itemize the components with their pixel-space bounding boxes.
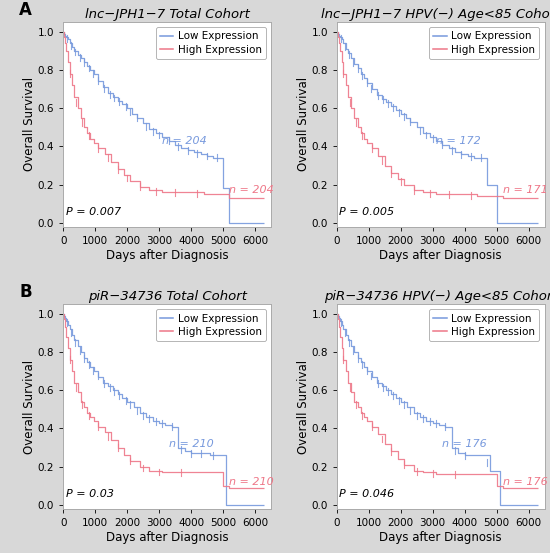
Text: n = 171: n = 171 xyxy=(503,185,548,195)
Text: n = 176: n = 176 xyxy=(442,439,487,448)
Y-axis label: Overall Survival: Overall Survival xyxy=(297,359,310,453)
X-axis label: Days after Diagnosis: Days after Diagnosis xyxy=(379,248,502,262)
Text: P = 0.03: P = 0.03 xyxy=(66,489,114,499)
Text: P = 0.046: P = 0.046 xyxy=(339,489,394,499)
Text: n = 210: n = 210 xyxy=(229,477,274,487)
Text: n = 204: n = 204 xyxy=(162,135,207,145)
Y-axis label: Overall Survival: Overall Survival xyxy=(23,359,36,453)
Legend: Low Expression, High Expression: Low Expression, High Expression xyxy=(429,27,540,59)
Y-axis label: Overall Survival: Overall Survival xyxy=(297,77,310,171)
Text: P = 0.007: P = 0.007 xyxy=(66,207,121,217)
Text: n = 204: n = 204 xyxy=(229,185,274,195)
Title: piR−34736 HPV(−) Age<85 Cohort: piR−34736 HPV(−) Age<85 Cohort xyxy=(324,290,550,303)
X-axis label: Days after Diagnosis: Days after Diagnosis xyxy=(106,530,228,544)
Y-axis label: Overall Survival: Overall Survival xyxy=(23,77,36,171)
Text: n = 176: n = 176 xyxy=(503,477,548,487)
Text: n = 172: n = 172 xyxy=(436,135,481,145)
Title: lnc−JPH1−7 Total Cohort: lnc−JPH1−7 Total Cohort xyxy=(85,8,250,21)
Legend: Low Expression, High Expression: Low Expression, High Expression xyxy=(156,27,266,59)
Title: lnc−JPH1−7 HPV(−) Age<85 Cohort: lnc−JPH1−7 HPV(−) Age<85 Cohort xyxy=(321,8,550,21)
Title: piR−34736 Total Cohort: piR−34736 Total Cohort xyxy=(87,290,246,303)
Text: P = 0.005: P = 0.005 xyxy=(339,207,394,217)
Text: n = 210: n = 210 xyxy=(169,439,213,448)
Text: B: B xyxy=(19,283,32,301)
Legend: Low Expression, High Expression: Low Expression, High Expression xyxy=(429,309,540,341)
X-axis label: Days after Diagnosis: Days after Diagnosis xyxy=(379,530,502,544)
Legend: Low Expression, High Expression: Low Expression, High Expression xyxy=(156,309,266,341)
Text: A: A xyxy=(19,1,32,19)
X-axis label: Days after Diagnosis: Days after Diagnosis xyxy=(106,248,228,262)
